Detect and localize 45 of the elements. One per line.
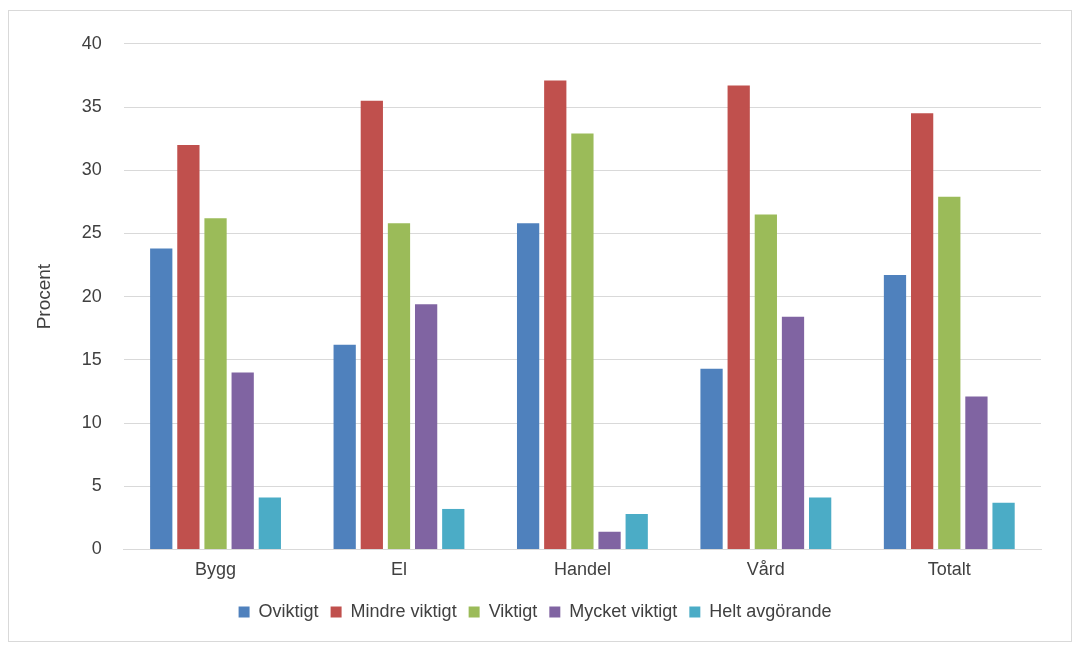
y-tick-label: 15 bbox=[81, 348, 102, 369]
bar bbox=[938, 196, 961, 549]
bar bbox=[231, 372, 254, 549]
legend-label: Viktigt bbox=[488, 600, 538, 621]
y-tick-label: 40 bbox=[81, 32, 102, 53]
bar bbox=[727, 85, 750, 549]
bar bbox=[598, 531, 621, 549]
x-tick-label: Bygg bbox=[195, 559, 237, 580]
y-tick-label: 0 bbox=[91, 538, 102, 559]
y-tick-label: 10 bbox=[81, 411, 102, 432]
bar bbox=[911, 113, 934, 549]
bar bbox=[965, 396, 988, 549]
bar bbox=[809, 497, 832, 549]
bar bbox=[754, 214, 777, 549]
bar bbox=[700, 368, 723, 549]
legend-label: Oviktigt bbox=[258, 600, 319, 621]
legend-label: Helt avgörande bbox=[709, 600, 832, 621]
bar bbox=[625, 514, 648, 549]
bar bbox=[442, 508, 465, 549]
bar bbox=[360, 100, 383, 549]
y-tick-label: 35 bbox=[81, 95, 102, 116]
bar bbox=[258, 497, 281, 549]
bar bbox=[387, 223, 411, 549]
x-tick-label: Totalt bbox=[927, 559, 971, 580]
bar bbox=[516, 223, 540, 549]
bar bbox=[333, 344, 356, 549]
bar bbox=[544, 80, 567, 549]
bar bbox=[414, 304, 438, 549]
bar bbox=[781, 316, 805, 549]
bar bbox=[204, 218, 227, 549]
bar bbox=[571, 133, 594, 549]
y-tick-label: 5 bbox=[91, 475, 102, 496]
x-tick-label: Handel bbox=[553, 559, 611, 580]
legend-label: Mycket viktigt bbox=[569, 600, 678, 621]
legend-label: Mindre viktigt bbox=[350, 600, 457, 621]
y-tick-label: 25 bbox=[81, 222, 102, 243]
y-axis-title: Procent bbox=[32, 263, 54, 330]
y-tick-label: 20 bbox=[81, 285, 102, 306]
bar bbox=[150, 248, 173, 549]
x-tick-label: Vård bbox=[746, 559, 785, 580]
bar bbox=[177, 144, 200, 549]
bar bbox=[992, 502, 1015, 549]
x-tick-label: El bbox=[390, 559, 407, 580]
y-tick-label: 30 bbox=[81, 159, 102, 180]
bar bbox=[883, 275, 907, 549]
